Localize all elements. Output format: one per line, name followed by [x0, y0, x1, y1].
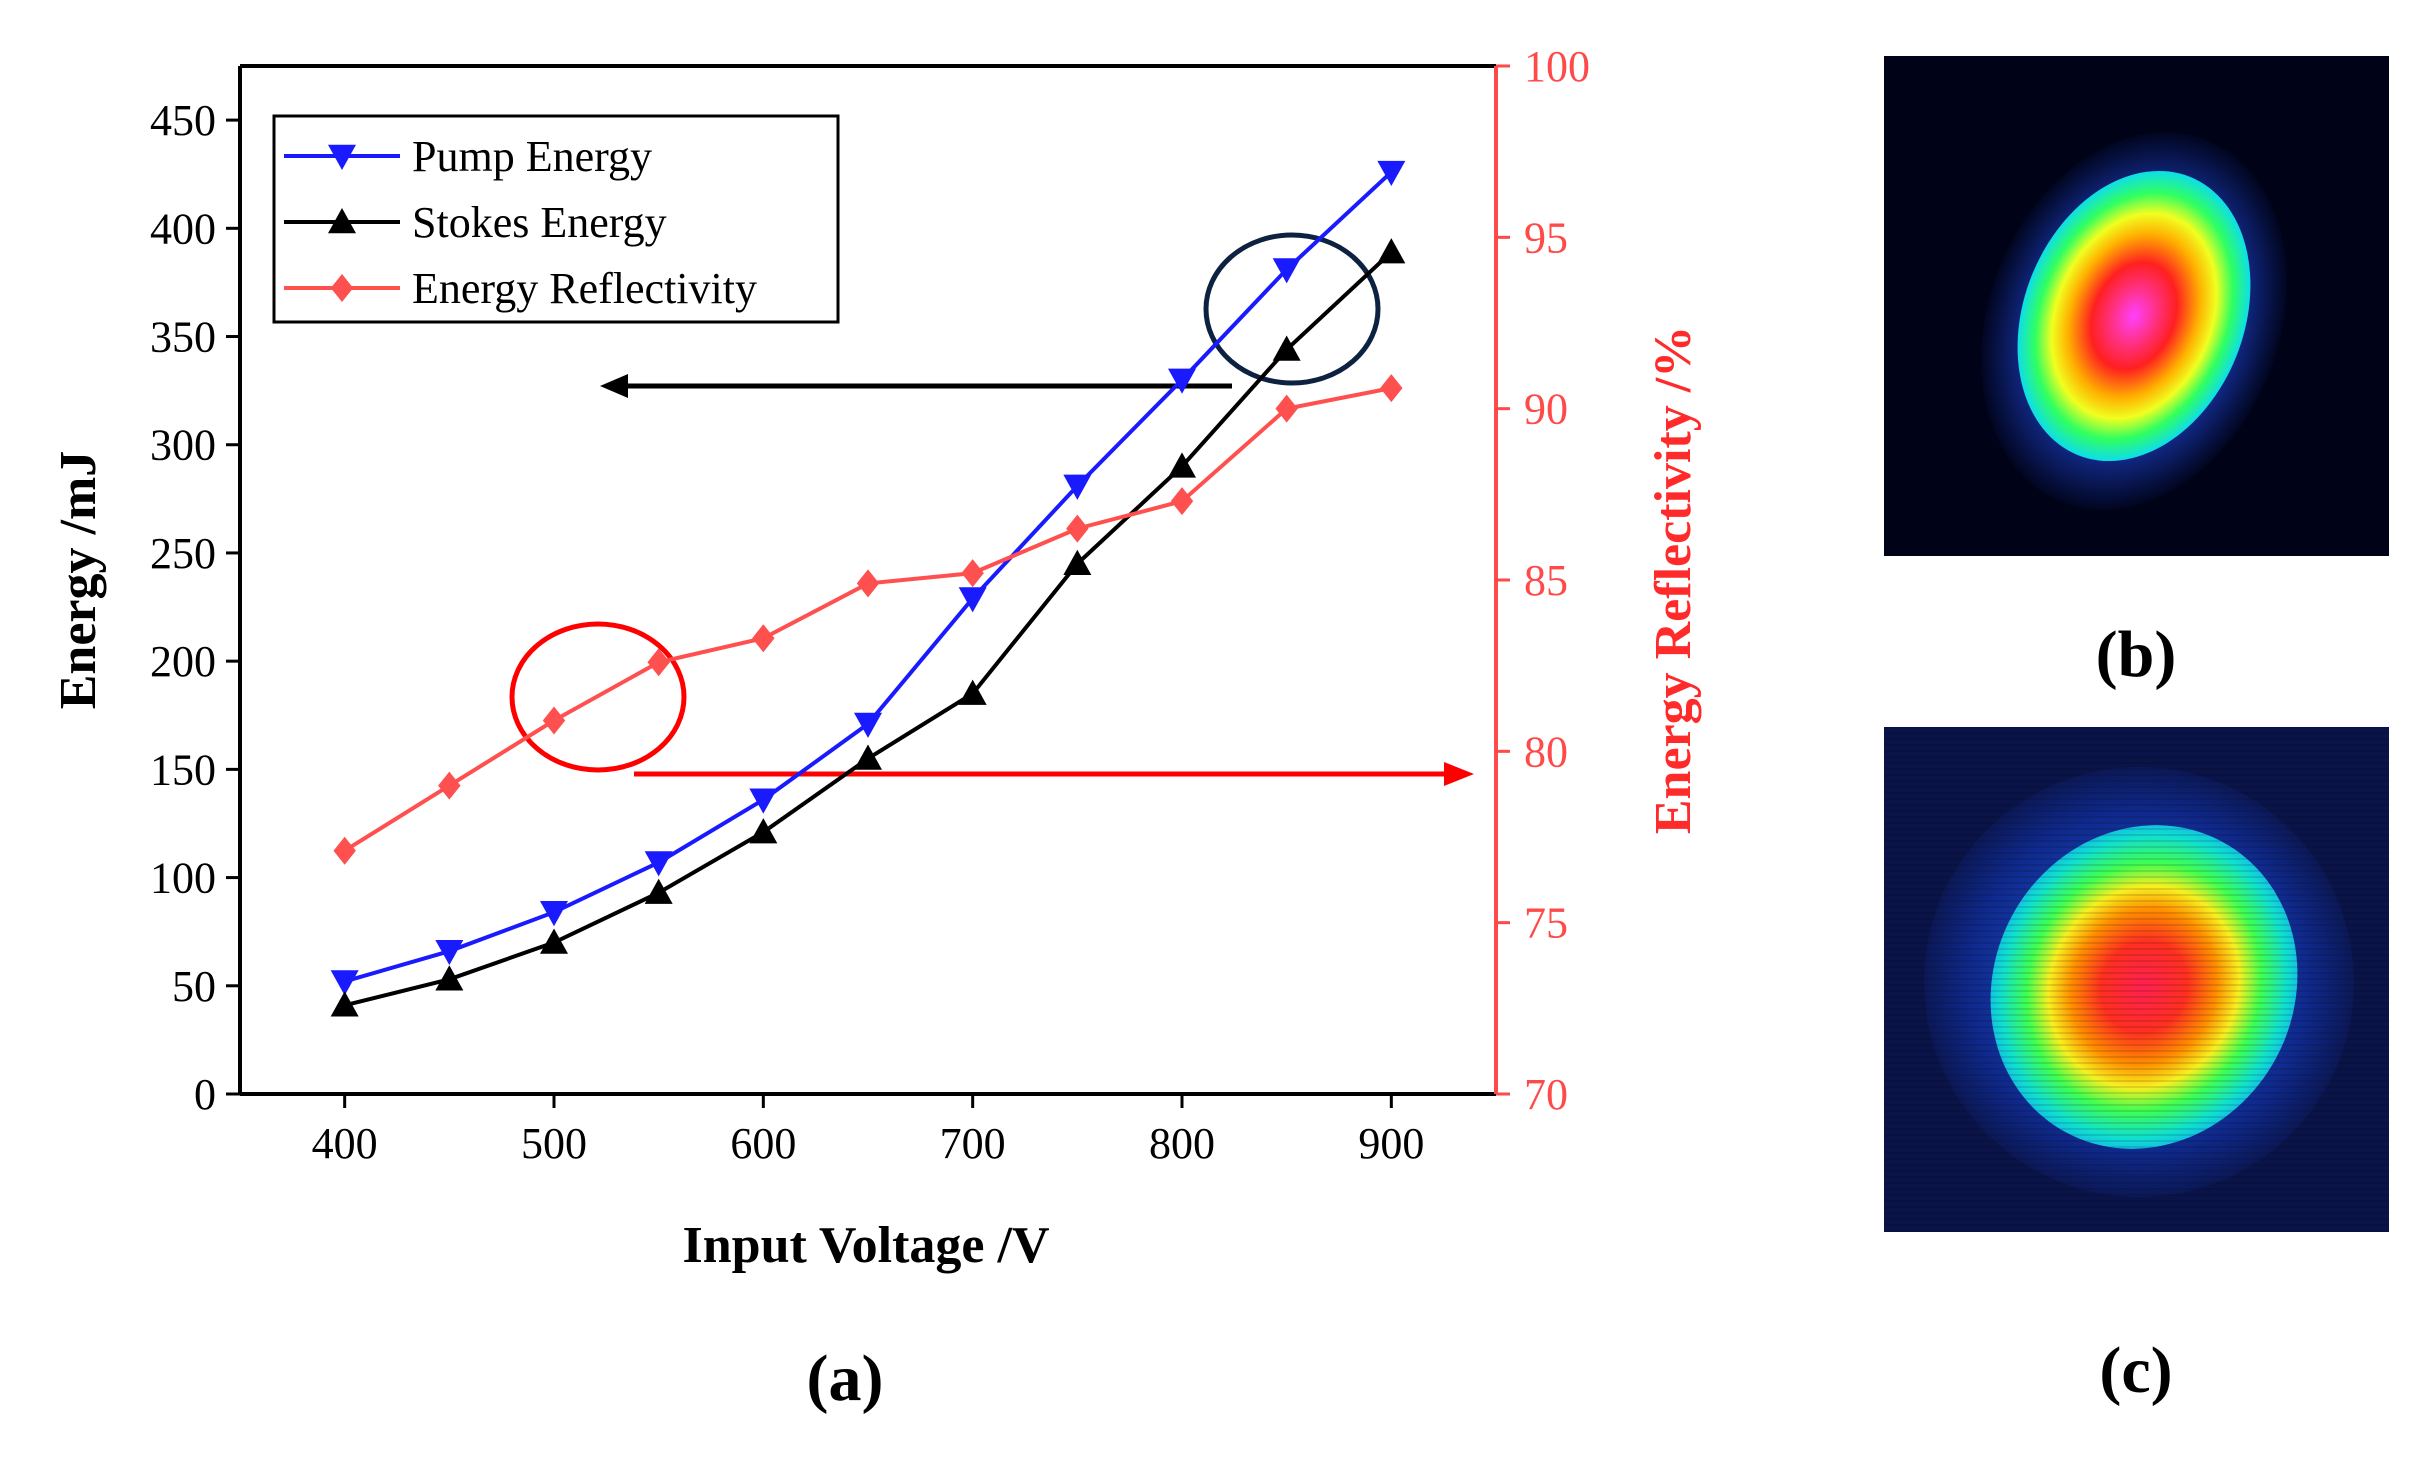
panel-label-c: (c): [2099, 1334, 2172, 1407]
beam-profile-image-b: [1884, 56, 2389, 556]
stokes-energy-point: [1377, 238, 1406, 264]
stokes-energy-point: [1168, 452, 1196, 478]
pump-energy-point: [435, 939, 464, 966]
stokes-energy-point: [330, 991, 359, 1017]
annotations: [509, 232, 1474, 786]
legend-entries: Pump Energy Stokes Energy Energy Reflectiv…: [284, 132, 757, 313]
x-axis-title: Input Voltage /V: [683, 1217, 1050, 1274]
pump-energy-point: [1063, 474, 1092, 500]
y2-axis-title: Energy Reflectivity /%: [1645, 326, 1702, 834]
stokes-energy-point: [854, 744, 882, 770]
y2-tick-label: 80: [1524, 727, 1568, 776]
x-tick-label: 500: [521, 1119, 587, 1168]
pump-energy-point: [644, 851, 673, 877]
y2-tick-label: 70: [1524, 1070, 1568, 1119]
energy-reflectivity-line: [343, 386, 1392, 853]
y-tick-label: 350: [150, 313, 216, 362]
stokes-energy-point: [644, 878, 673, 904]
y-tick-label: 450: [150, 96, 216, 145]
pump-energy-point: [1272, 258, 1301, 284]
stokes-energy-point: [1063, 549, 1092, 575]
panel-label-b: (b): [2096, 618, 2177, 691]
y-tick-label: 400: [150, 204, 216, 253]
pump-energy-point: [1377, 160, 1406, 187]
x-tick-label: 700: [940, 1119, 1006, 1168]
energy-reflectivity-point: [1170, 487, 1194, 516]
energy-reflectivity-point: [856, 569, 880, 598]
stokes-energy-point: [435, 965, 464, 991]
stokes-energy-point: [540, 928, 568, 954]
x-tick-label: 400: [312, 1119, 378, 1168]
y2-tick-label: 95: [1524, 213, 1568, 262]
y2-tick-label: 100: [1524, 42, 1590, 91]
pump-energy-series: [330, 160, 1406, 996]
pump-energy-point: [958, 587, 987, 613]
energy-reflectivity-point: [752, 624, 775, 653]
pump-energy-point: [330, 970, 359, 996]
energy-reflectivity-point: [1066, 514, 1089, 543]
reflectivity-highlight-ellipse: [509, 621, 687, 773]
energy-reflectivity-point: [542, 706, 566, 735]
energy-reflectivity-legend-label: Energy Reflectivity: [412, 264, 757, 313]
y-tick-label: 100: [150, 854, 216, 903]
y-tick-label: 150: [150, 745, 216, 794]
energy-reflectivity-legend-marker: [330, 274, 354, 302]
y2-tick-label: 85: [1524, 556, 1568, 605]
y-tick-label: 0: [194, 1070, 216, 1119]
stokes-energy-legend-marker: [328, 208, 356, 234]
y-axis-title: Energy /mJ: [50, 451, 107, 710]
stokes-energy-point: [1272, 335, 1301, 361]
energy-reflectivity-point: [647, 648, 670, 677]
x-tick-label: 900: [1358, 1119, 1424, 1168]
energy-reflectivity-point: [961, 559, 984, 588]
panel-label-a: (a): [807, 1342, 884, 1415]
series-layer: [330, 160, 1406, 1017]
right-arrow-head: [1444, 762, 1474, 786]
pump-energy-point: [540, 901, 568, 927]
stokes-energy-series: [330, 238, 1406, 1017]
y-tick-label: 300: [150, 421, 216, 470]
energy-reflectivity-point: [1275, 394, 1298, 423]
pump-energy-point: [1168, 368, 1196, 394]
pump-energy-legend-marker: [328, 144, 356, 170]
legend: Pump Energy Stokes Energy Energy Reflectiv…: [272, 114, 840, 324]
axis-ticks: 400 500 600 700 800 900 0 50 100 150 200 250 300 350 4…: [150, 42, 1590, 1168]
energy-reflectivity-point: [438, 771, 461, 800]
pump-energy-point: [749, 788, 778, 814]
x-tick-label: 600: [730, 1119, 796, 1168]
stokes-energy-legend-label: Stokes Energy: [412, 198, 667, 247]
stokes-energy-point: [749, 818, 778, 844]
left-arrow-head: [600, 374, 628, 398]
pump-energy-legend-label: Pump Energy: [412, 132, 652, 181]
pump-stokes-highlight-ellipse: [1203, 232, 1381, 386]
y-tick-label: 250: [150, 529, 216, 578]
y-tick-label: 50: [172, 962, 216, 1011]
y2-tick-label: 90: [1524, 385, 1568, 434]
beam-profile-image-c: [1884, 727, 2389, 1232]
stokes-energy-point: [958, 679, 987, 705]
energy-reflectivity-series: [333, 374, 1403, 865]
energy-reflectivity-point: [1380, 374, 1403, 403]
pump-energy-point: [854, 712, 882, 738]
y-tick-label: 200: [150, 637, 216, 686]
energy-reflectivity-point: [333, 836, 356, 865]
scanline-noise: [1884, 727, 2389, 1232]
y2-tick-label: 75: [1524, 899, 1568, 948]
x-tick-label: 800: [1149, 1119, 1215, 1168]
